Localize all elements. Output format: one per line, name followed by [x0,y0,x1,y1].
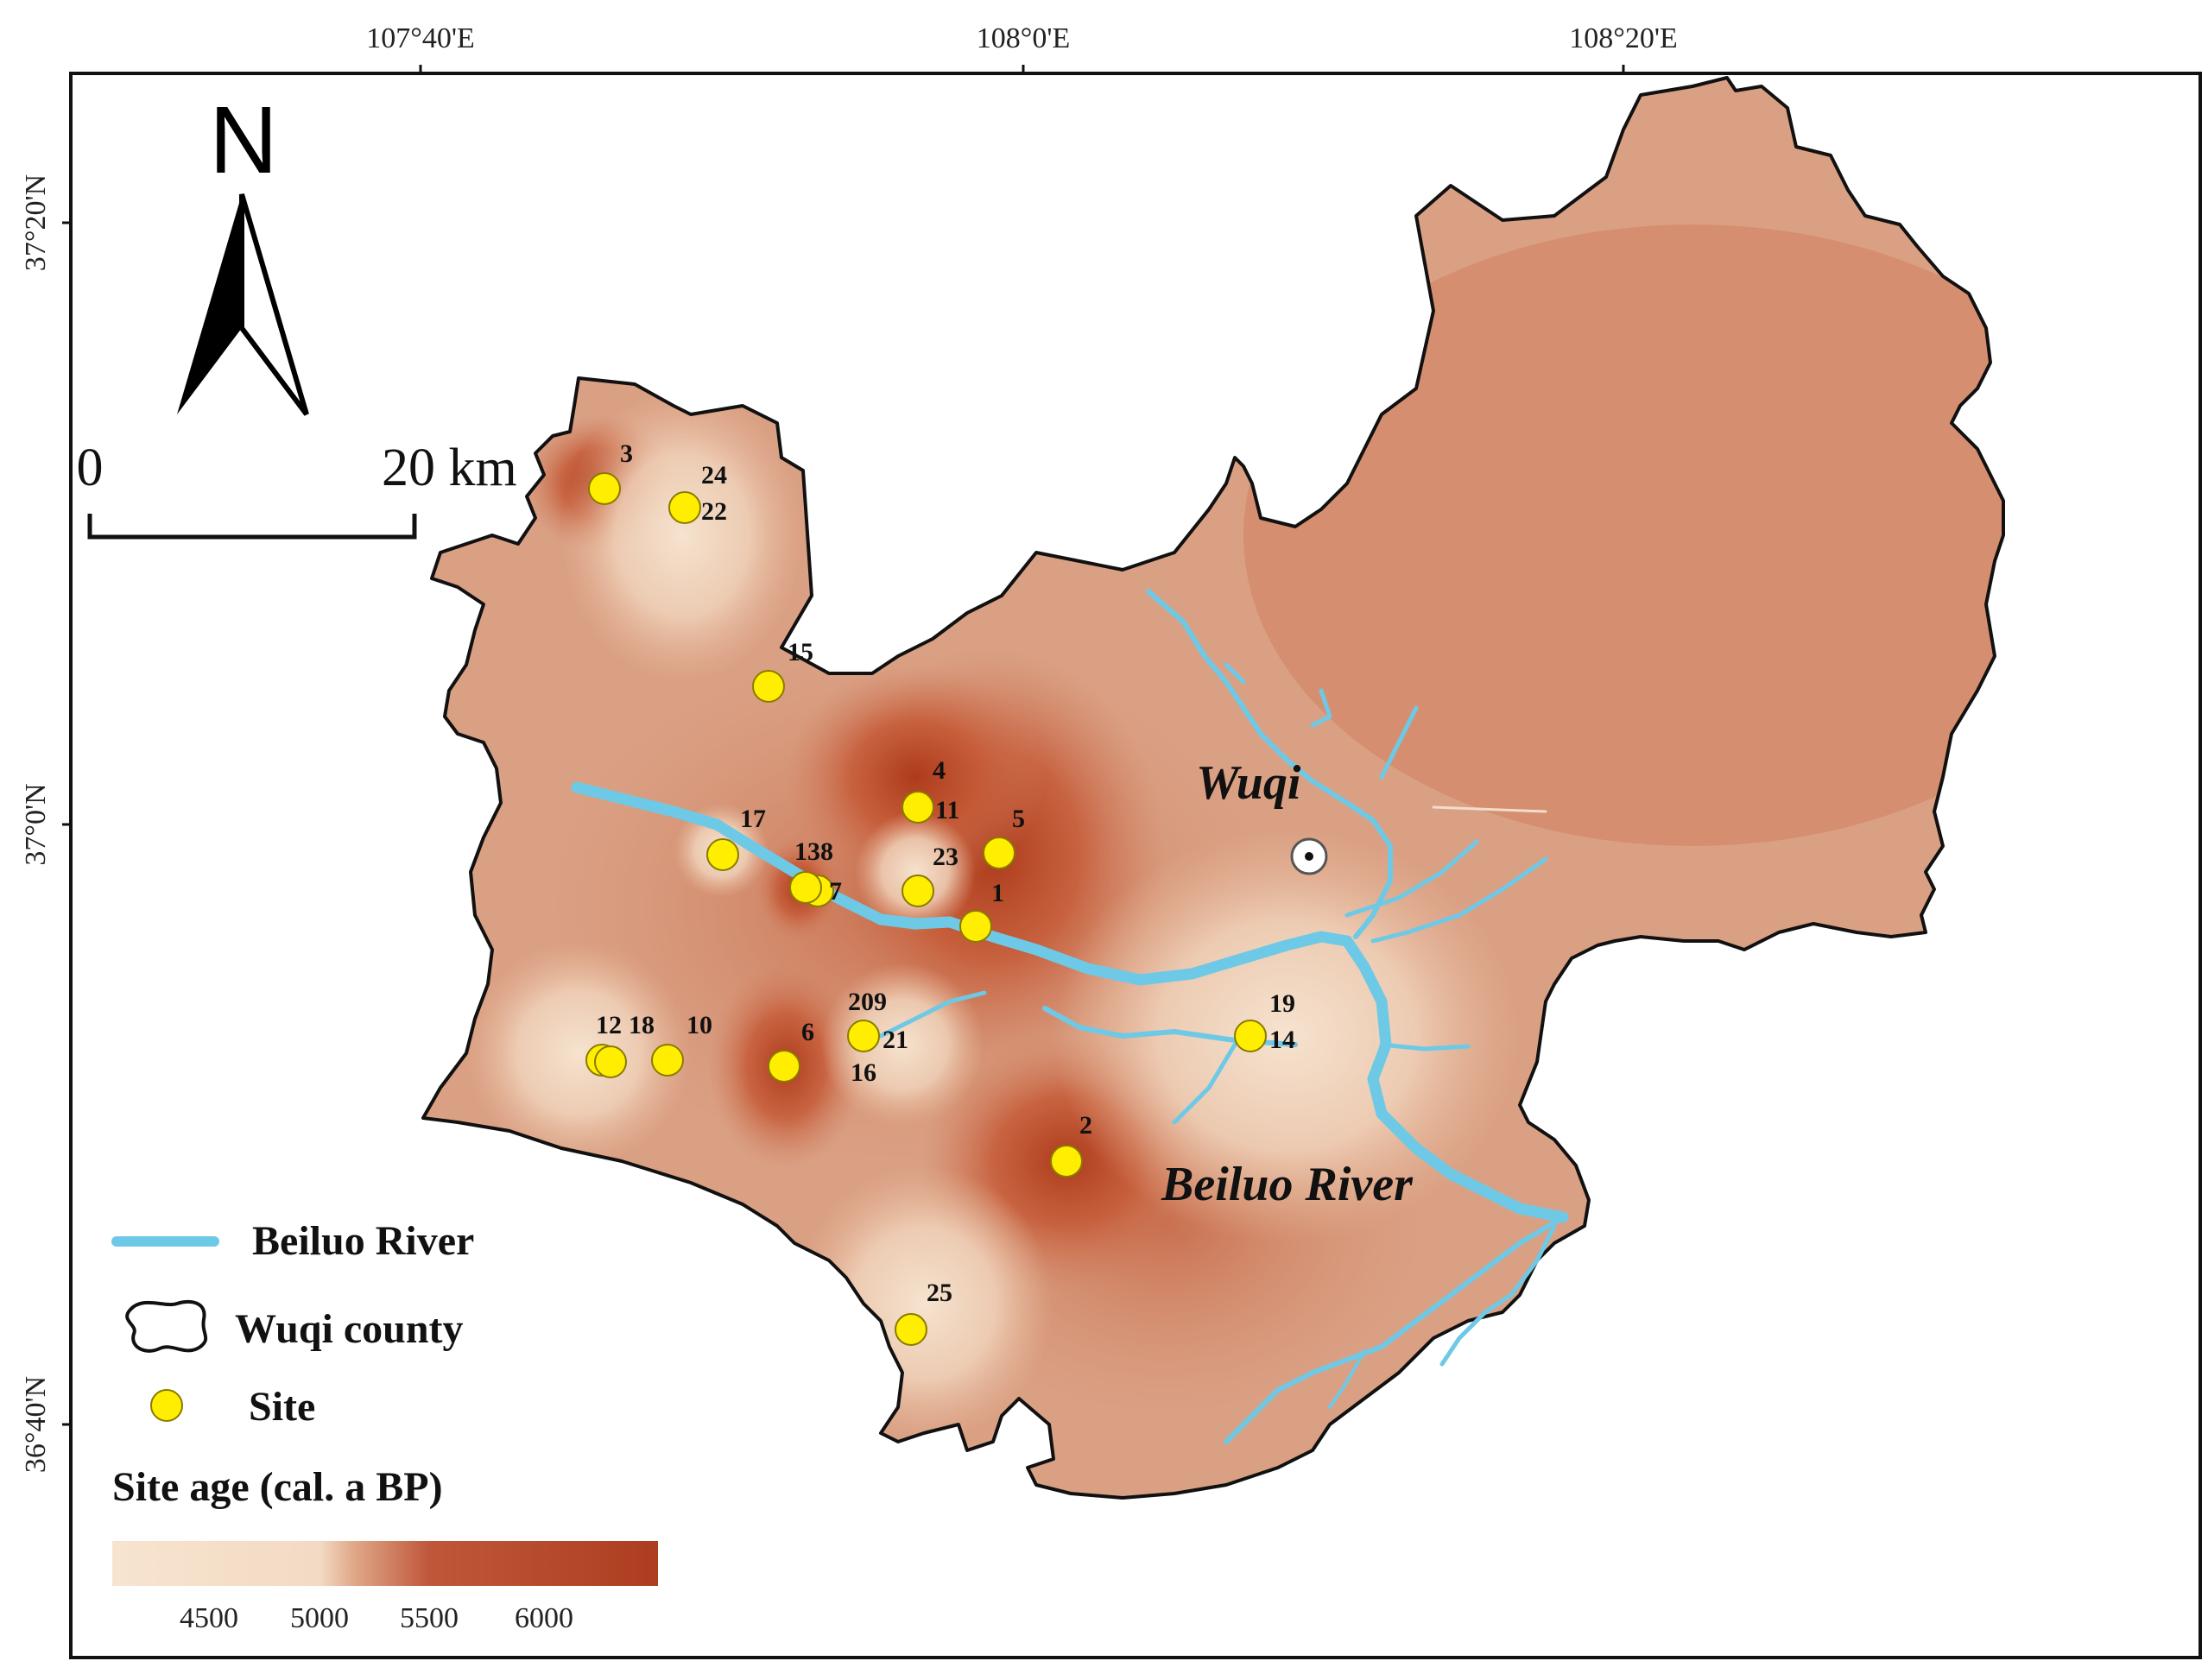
colorbar-tick-5000: 5000 [290,1602,349,1634]
longitude-label-1: 107°40'E [366,22,475,54]
site-marker-18 [594,1045,627,1078]
county-border [421,76,2005,1500]
site-marker-3 [588,472,621,505]
site-marker-17 [706,838,739,871]
beiluo-river-main [571,781,1569,1223]
site-label-4: 4 [933,756,946,785]
site-label-19: 19 [1269,989,1295,1018]
site-marker-25 [895,1313,927,1346]
site-label-5: 5 [1012,805,1025,833]
colorbar-tick-6000: 6000 [515,1602,573,1634]
latitude-label-2: 37°0'N [20,783,52,865]
site-label-138: 138 [794,837,833,866]
site-marker-6 [768,1050,800,1083]
colorbar [112,1541,658,1586]
longitude-label-3: 108°20'E [1569,22,1678,54]
river-branch-south-1 [1172,1042,1237,1125]
legend-site-label: Site [249,1384,315,1430]
scale-bar [87,514,417,540]
river-branch-ne-2 [1379,705,1419,780]
site-label-21: 21 [883,1026,908,1054]
site-label-14: 14 [1269,1026,1295,1054]
site-marker-10 [651,1044,684,1077]
latitude-label-1: 37°20'N [20,174,52,271]
site-marker-2 [1050,1145,1083,1178]
site-label-16: 16 [851,1058,876,1087]
graticule-ticks [62,65,1625,1426]
site-label-10: 10 [686,1011,712,1039]
wuqi-town-marker [1290,837,1328,875]
legend-river-label: Beiluo River [252,1218,474,1264]
legend-county-label: Wuqi county [235,1306,464,1352]
river-branch-se-2 [1439,1223,1557,1367]
scale-bar-end-label: 20 km [382,439,517,497]
scale-bar-start-label: 0 [77,439,104,497]
site-label-24: 24 [701,461,727,489]
site-marker-24-22 [668,491,701,524]
site-label-18: 18 [629,1011,655,1039]
river-branch-south-2 [1379,1042,1471,1052]
site-label-7: 7 [829,877,842,906]
site-label-1: 1 [991,879,1004,907]
site-marker-13 [789,871,822,904]
site-label-6: 6 [801,1018,814,1046]
legend: Beiluo River Wuqi county Site Site age (… [111,1218,658,1634]
river-branch-ne [1310,688,1332,728]
river-branch-north-2 [1224,662,1246,685]
site-label-25: 25 [927,1279,952,1307]
river-branch-east-1 [1344,839,1479,918]
colorbar-tick-5500: 5500 [400,1602,459,1634]
site-label-209: 209 [848,988,887,1016]
colorbar-tick-4500: 4500 [180,1602,238,1634]
map-frame [69,72,2202,1659]
legend-county-icon [125,1299,208,1353]
beiluo-river-label: Beiluo River [1161,1158,1414,1211]
site-label-12: 12 [596,1011,622,1039]
site-marker-20-9 [847,1020,880,1052]
site-label-15: 15 [788,638,813,666]
site-markers [585,472,1267,1346]
north-arrow-icon [177,193,309,416]
site-label-11: 11 [935,796,959,824]
river-branch-east-2 [1370,856,1548,944]
river-branch-north [1146,589,1393,939]
legend-site-swatch [150,1389,183,1422]
river-branch-se-1 [1224,1215,1566,1444]
river-branch-sw [878,990,987,1039]
site-label-22: 22 [701,497,727,526]
latitude-label-3: 36°40'N [20,1376,52,1473]
wuqi-town-label: Wuqi [1196,756,1301,810]
site-label-23: 23 [933,843,958,871]
site-marker-15 [752,670,785,703]
site-marker-23 [902,875,934,907]
site-label-2: 2 [1079,1111,1092,1140]
longitude-label-2: 108°0'E [977,22,1071,54]
site-marker-19-14 [1234,1020,1267,1052]
river-branch-se-3 [1328,1349,1366,1409]
site-marker-4-11 [902,791,934,824]
site-marker-1 [959,910,992,943]
river-branch-east-3 [1432,805,1547,813]
site-labels: 3 24 22 15 4 11 5 17 138 7 23 1 209 21 1… [596,439,1295,1307]
site-label-3: 3 [620,439,633,468]
colorbar-title: Site age (cal. a BP) [112,1464,443,1510]
site-label-17: 17 [740,805,766,833]
site-marker-5 [983,837,1015,869]
north-label: N [209,87,277,193]
